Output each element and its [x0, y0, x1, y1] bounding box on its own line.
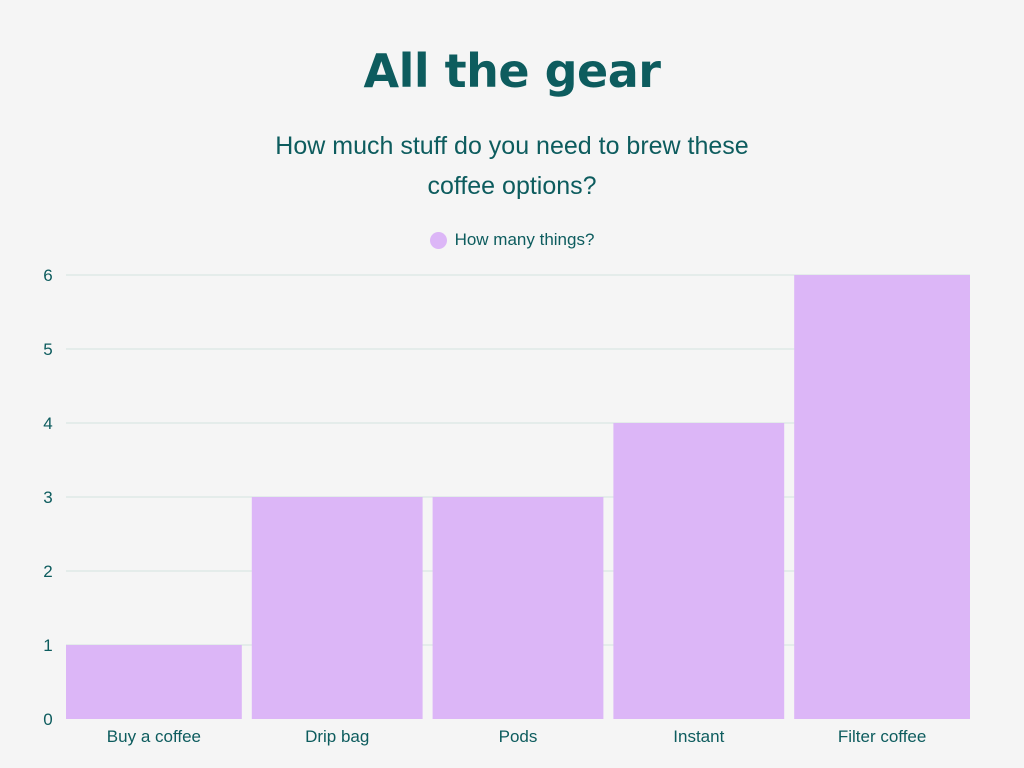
bar	[66, 645, 242, 719]
chart-subtitle: How much stuff do you need to brew these…	[212, 126, 812, 206]
x-axis-ticks: Buy a coffee Drip bag Pods Instant Filter co…	[107, 727, 927, 746]
bar	[432, 497, 604, 719]
y-tick-label: 6	[43, 266, 52, 285]
legend-label: How many things?	[454, 230, 595, 249]
legend-swatch	[429, 231, 447, 249]
bars	[66, 275, 970, 719]
y-tick-label: 1	[43, 636, 52, 655]
x-tick-label: Pods	[499, 727, 538, 746]
chart-legend: How many things?	[0, 230, 1024, 250]
subtitle-line-2: coffee options?	[427, 172, 597, 200]
x-tick-label: Buy a coffee	[107, 727, 201, 746]
subtitle-line-1: How much stuff do you need to brew these	[275, 132, 749, 160]
y-tick-label: 3	[43, 488, 52, 507]
y-tick-label: 5	[43, 340, 52, 359]
y-tick-label: 4	[43, 414, 52, 433]
y-tick-label: 0	[43, 710, 52, 729]
bar	[613, 423, 785, 719]
x-tick-label: Filter coffee	[838, 727, 927, 746]
chart-title: All the gear	[363, 44, 661, 98]
bar	[251, 497, 423, 719]
y-axis-ticks: 0 1 2 3 4 5 6	[43, 266, 52, 729]
bar	[794, 275, 970, 719]
y-tick-label: 2	[43, 562, 52, 581]
x-tick-label: Instant	[673, 727, 724, 746]
x-tick-label: Drip bag	[305, 727, 369, 746]
